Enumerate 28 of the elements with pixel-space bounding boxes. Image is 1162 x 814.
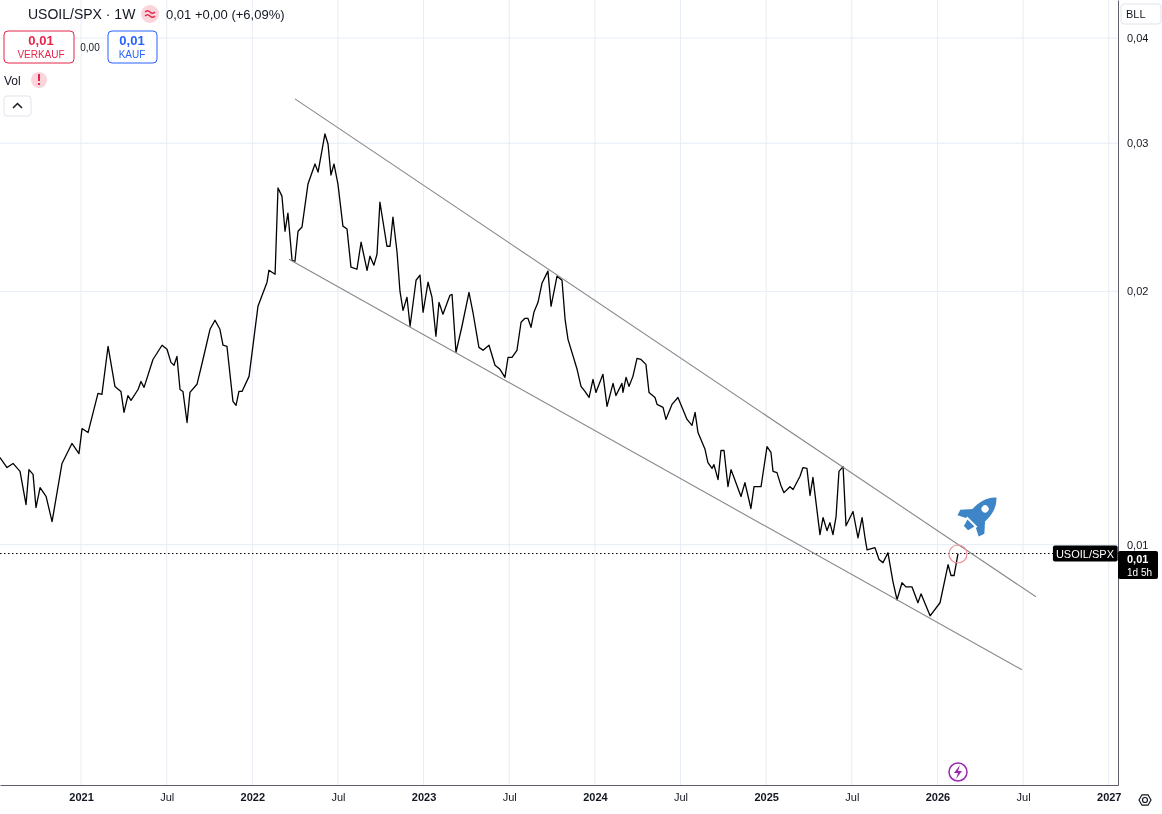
x-tick-label: 2022 (240, 790, 266, 803)
text: 1d 5h (1127, 567, 1153, 578)
annotation: 0,01 (28, 33, 54, 48)
annotation: 0,00 (80, 42, 101, 53)
x-tick-label: Jul (502, 790, 517, 803)
y-tick-label: 0,04 (1127, 32, 1149, 45)
y-tick-label: 0,02 (1127, 285, 1149, 298)
annotation: 0,01 +0,00 (+6,09%) (166, 7, 285, 22)
x-tick-label: 2027 (1097, 790, 1122, 803)
x-tick-label: 2026 (925, 790, 951, 803)
x-tick-label: 2024 (583, 790, 609, 803)
x-tick-label: Jul (674, 790, 689, 803)
chart-title: USOIL/SPX · 1W (28, 6, 137, 22)
annotation: VERKAUF (17, 49, 65, 60)
annotation: Vol (4, 74, 21, 88)
x-tick-label: Jul (845, 790, 860, 803)
y-tick-label: 0,01 (1127, 538, 1149, 551)
ref-line-label: USOIL/SPX (1055, 547, 1115, 560)
x-tick-label: 2021 (69, 790, 94, 803)
annotation: KAUF (118, 49, 146, 60)
x-tick-label: Jul (160, 790, 175, 803)
x-tick-label: Jul (331, 790, 346, 803)
y-tick-label: 0,03 (1127, 137, 1149, 150)
annotation: 0,01 (119, 33, 145, 48)
text: BLL (1126, 8, 1146, 20)
x-tick-label: Jul (1016, 790, 1031, 803)
x-tick-label: 2025 (754, 790, 779, 803)
x-tick-label: 2023 (411, 790, 437, 803)
